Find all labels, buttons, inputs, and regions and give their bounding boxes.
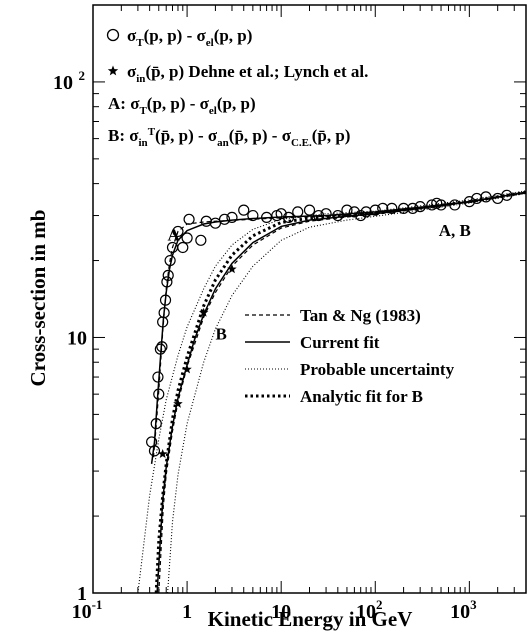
legend-line-label: Current fit (300, 333, 380, 352)
data-point-circle (162, 269, 174, 281)
data-point-circle (150, 418, 162, 430)
data-point-circle (449, 199, 461, 211)
data-points (146, 189, 513, 458)
data-point-circle (209, 217, 222, 229)
legend-entry: σT(p, p) - σel(p, p) (127, 26, 252, 49)
data-point-circle (226, 211, 238, 224)
legend-marker-circle (106, 28, 120, 42)
axis-ticks (92, 4, 527, 594)
legend-line-label: Tan & Ng (1983) (300, 306, 421, 325)
data-point-circle (397, 202, 410, 214)
data-point-circle (369, 204, 381, 216)
data-point-circle (463, 196, 475, 208)
legend-line-label: Analytic fit for B (300, 387, 423, 406)
y-tick-label: 10 (67, 327, 87, 349)
y-axis-label: Cross-section in mb (26, 210, 50, 387)
data-point-circle (172, 225, 184, 238)
data-point-circle (154, 343, 166, 355)
x-axis-label: Kinetic Energy in GeV (208, 607, 413, 631)
data-point-circle (377, 202, 389, 214)
data-point-circle (238, 204, 250, 216)
data-point-circle (435, 199, 447, 211)
data-point-circle (341, 204, 353, 216)
data-point-circle (159, 294, 172, 306)
data-point-circle (152, 371, 164, 383)
x-tick-label: 102 (356, 597, 383, 623)
curve-annotations: A B A, B (168, 221, 471, 344)
data-point-star (182, 364, 192, 374)
data-point-circle (320, 208, 332, 220)
data-point-circle (355, 209, 367, 222)
data-point-circle (471, 192, 483, 205)
x-tick-label: 103 (450, 597, 477, 623)
data-point-circle (183, 213, 195, 225)
data-point-circle (177, 241, 189, 254)
data-point-circle (161, 276, 173, 288)
curve-probable-uncertainty-lower (167, 192, 526, 593)
data-point-star (198, 307, 209, 317)
data-point-star (157, 449, 168, 458)
x-tick-label: 1 (182, 601, 192, 623)
data-point-circle (247, 209, 259, 222)
data-point-circle (292, 206, 304, 218)
data-point-circle (313, 209, 325, 222)
data-point-star (227, 264, 237, 274)
curve-label: A (168, 225, 181, 244)
data-point-circle (414, 201, 426, 213)
curve-analytic-fit-for-b (154, 190, 526, 593)
data-point-circle (480, 191, 492, 203)
legend-entry: σin(p̄, p) Dehne et al.; Lynch et al. (127, 62, 368, 85)
data-point-circle (158, 307, 170, 319)
data-point-circle (195, 234, 207, 246)
legend-lines: Tan & Ng (1983) Current fit Probable uncer… (245, 306, 455, 406)
x-tick-label: 10 (271, 601, 291, 623)
curve-probable-uncertainty-upper (137, 190, 526, 593)
data-point-circle (386, 202, 398, 214)
data-point-circle (303, 204, 316, 216)
legend-line-label: Probable uncertainty (300, 360, 455, 379)
curve-label: A, B (439, 221, 471, 240)
data-point-circle (148, 445, 161, 457)
data-point-circle (164, 254, 176, 267)
x-tick-label: 10-1 (72, 597, 103, 623)
data-point-circle (156, 341, 168, 353)
data-point-circle (348, 206, 360, 218)
data-point-circle (426, 199, 438, 211)
legend-entry: A: σT(p, p) - σel(p, p) (108, 94, 256, 117)
y-tick-label: 1 (77, 583, 87, 605)
y-tick-label: 10 2 (53, 68, 85, 94)
data-point-circle (407, 202, 419, 214)
data-point-circle (332, 209, 344, 222)
legend-marker-star (107, 65, 119, 76)
data-point-circle (153, 388, 165, 400)
legend-entry: B: σinT(p̄, p) - σan(p̄, p) - σC.E.(p̄, … (108, 126, 350, 149)
data-point-circle (283, 211, 295, 224)
data-point-circle (501, 189, 513, 201)
data-point-circle (181, 232, 193, 244)
legend-top: σT(p, p) - σel(p, p) σin(p̄, p) Dehne et … (106, 26, 368, 149)
curve-label: B (215, 325, 226, 344)
data-point-circle (218, 213, 231, 225)
data-point-star (173, 398, 183, 408)
